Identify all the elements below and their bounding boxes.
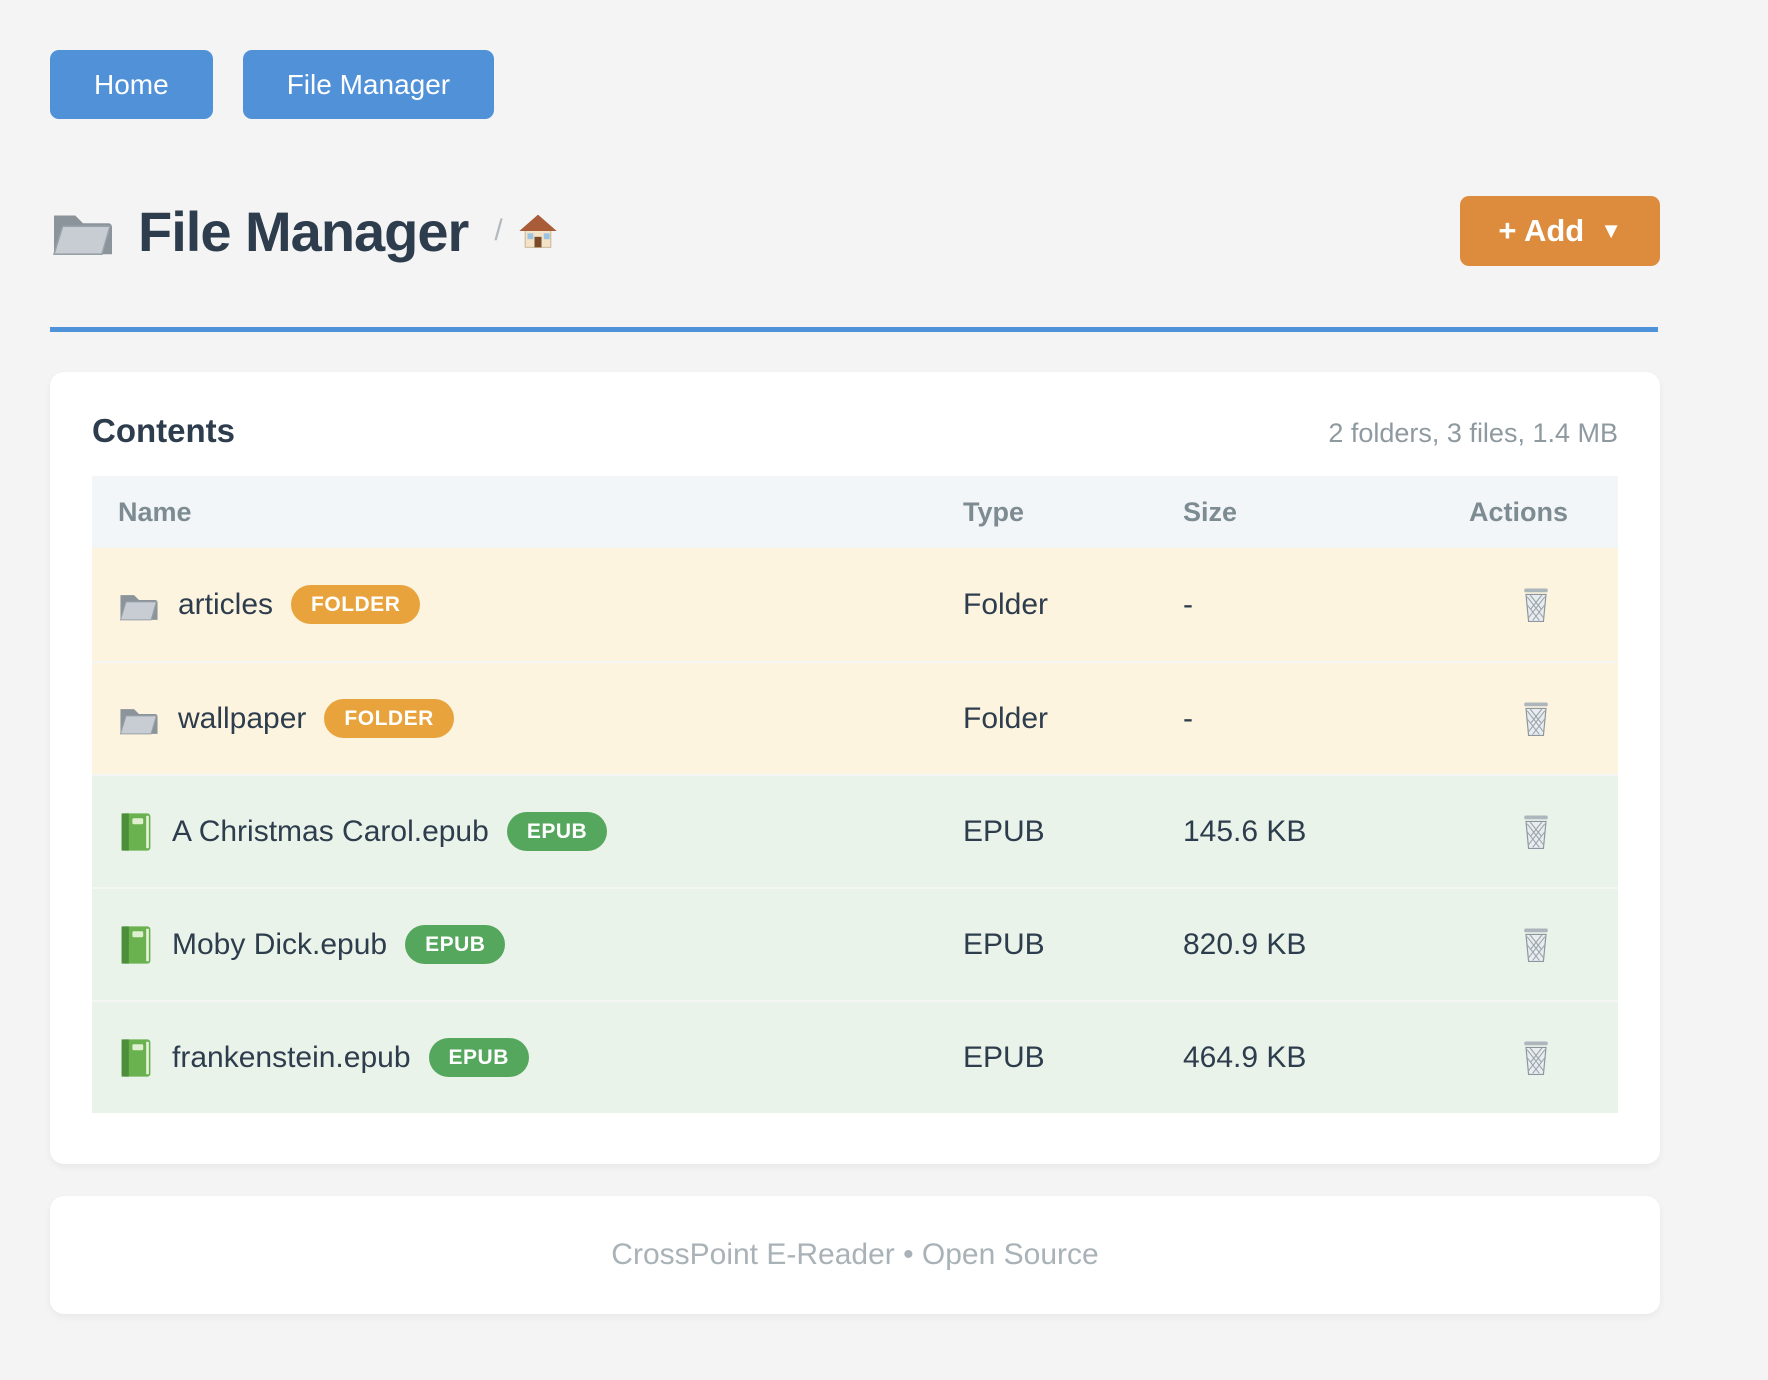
add-button-label: + Add [1498,213,1585,248]
delete-button[interactable] [1515,581,1557,629]
folder-icon [119,594,159,620]
file-name[interactable]: frankenstein.epub [172,1040,411,1074]
home-icon[interactable] [517,211,559,251]
caret-down-icon: ▼ [1600,218,1622,243]
nav-file-manager-button[interactable]: File Manager [242,50,495,119]
table-row[interactable]: A Christmas Carol.epub EPUB EPUB 145.6 K… [92,774,1618,887]
footer-text: CrossPoint E-Reader • Open Source [611,1238,1099,1271]
epub-badge: EPUB [506,812,608,851]
trash-icon [1523,587,1548,622]
book-icon [121,812,151,851]
top-nav: Home File Manager [50,50,495,119]
contents-title: Contents [92,412,235,449]
trash-icon [1523,927,1548,962]
table-row[interactable]: frankenstein.epub EPUB EPUB 464.9 KB [92,1000,1618,1113]
header-divider [50,327,1658,332]
file-size: - [1183,701,1193,735]
table-row[interactable]: articles FOLDER Folder - [92,548,1618,661]
footer: CrossPoint E-Reader • Open Source [50,1196,1660,1314]
delete-button[interactable] [1515,1034,1557,1082]
house-icon [518,214,557,248]
epub-badge: EPUB [428,1038,529,1077]
contents-summary: 2 folders, 3 files, 1.4 MB [1328,418,1618,448]
column-header-name: Name [118,496,192,527]
column-header-actions: Actions [1469,496,1569,527]
contents-card: Contents 2 folders, 3 files, 1.4 MB Name… [50,372,1660,1164]
file-type: Folder [963,587,1049,621]
breadcrumb-separator: / [494,214,503,247]
page-title: File Manager [138,199,469,263]
file-table: Name Type Size Actions articles FOLDER F… [92,476,1618,1113]
folder-icon [119,708,159,734]
delete-button[interactable] [1515,921,1557,969]
column-header-type: Type [963,496,1025,527]
epub-badge: EPUB [405,925,506,964]
file-type: Folder [963,701,1049,735]
card-head: Contents 2 folders, 3 files, 1.4 MB [92,412,1618,450]
book-icon [121,1038,151,1077]
column-header-size: Size [1183,496,1238,527]
file-size: 820.9 KB [1183,927,1307,961]
trash-icon [1523,1040,1548,1075]
page-header: File Manager / + Add ▼ [50,178,1660,284]
folder-badge: FOLDER [324,699,454,738]
file-size: - [1183,587,1193,621]
file-type: EPUB [963,1040,1045,1074]
delete-button[interactable] [1515,695,1557,743]
delete-button[interactable] [1515,808,1557,856]
folder-icon [53,214,113,255]
table-row[interactable]: wallpaper FOLDER Folder - [92,661,1618,774]
title-wrap: File Manager / [50,199,559,264]
file-size: 145.6 KB [1183,814,1307,848]
file-size: 464.9 KB [1183,1040,1307,1074]
add-button[interactable]: + Add ▼ [1460,196,1660,266]
folder-badge: FOLDER [291,585,421,624]
trash-icon [1523,701,1548,736]
file-type: EPUB [963,814,1045,848]
nav-home-button[interactable]: Home [50,50,213,119]
file-name[interactable]: A Christmas Carol.epub [172,814,489,848]
file-name[interactable]: Moby Dick.epub [172,927,388,961]
file-type: EPUB [963,927,1045,961]
book-icon [121,925,151,964]
trash-icon [1523,814,1548,849]
file-name[interactable]: articles [178,587,274,621]
file-name[interactable]: wallpaper [178,701,307,735]
table-header: Name Type Size Actions [92,476,1618,548]
table-row[interactable]: Moby Dick.epub EPUB EPUB 820.9 KB [92,887,1618,1000]
